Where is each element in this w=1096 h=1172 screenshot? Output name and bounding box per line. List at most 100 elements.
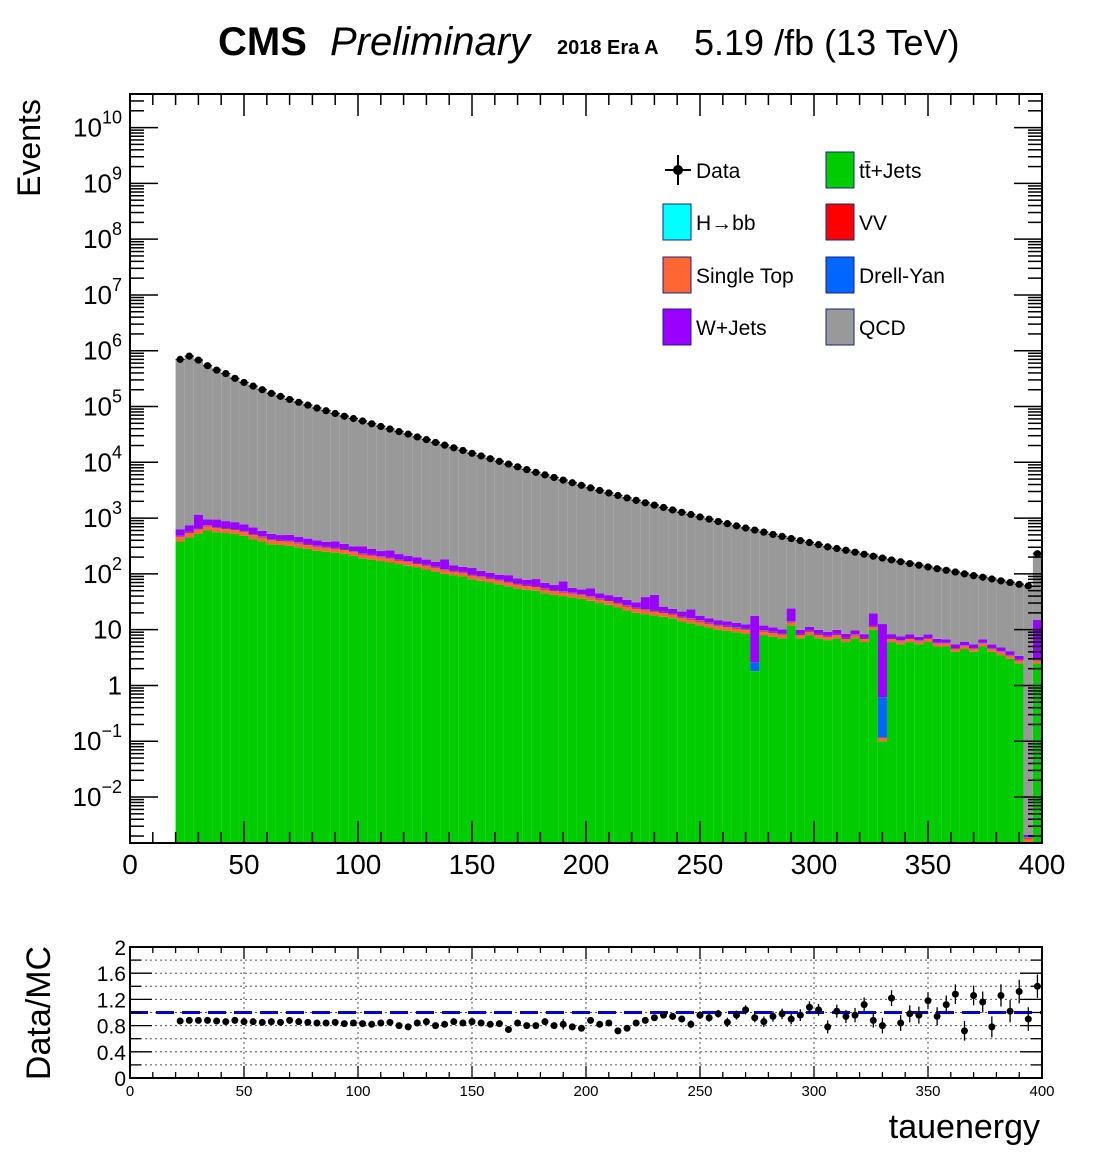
ratio-point (213, 1017, 221, 1025)
stack-bar (814, 633, 824, 635)
stack-bar (658, 613, 669, 617)
stack-bar (695, 615, 705, 621)
stack-bar (339, 415, 349, 544)
stack-bar (640, 614, 650, 843)
ratio-point (869, 1016, 877, 1024)
data-point (486, 455, 494, 463)
stack-bar (531, 471, 541, 580)
stack-bar (294, 536, 304, 543)
stack-bar (668, 509, 678, 609)
stack-bar (257, 530, 267, 537)
data-point (805, 538, 814, 547)
y-tick-label: 102 (83, 554, 122, 589)
stack-bar (312, 540, 322, 546)
data-point (614, 491, 622, 500)
main-panel: 0 50 100 150 200 250 300 350 4001010109108107106… (11, 93, 1065, 880)
x-tick-label: 250 (677, 849, 724, 880)
stack-bar (731, 627, 742, 629)
y-tick-exp: 2 (112, 554, 122, 574)
stack-bar (303, 548, 313, 843)
x-tick-label: 300 (801, 1083, 826, 1100)
stack-bar (266, 533, 276, 540)
stack-bar (668, 614, 678, 619)
stack-bar (503, 582, 514, 583)
stack-bar (649, 611, 659, 612)
stack-bar (832, 635, 842, 639)
data-point (669, 506, 677, 514)
stack-bar (595, 603, 605, 843)
stack-bar (266, 539, 276, 541)
stack-bar (348, 546, 358, 552)
stack-bar (275, 535, 286, 540)
stack-bar (193, 529, 203, 534)
data-point (696, 513, 704, 521)
stack-bar (503, 581, 514, 583)
ratio-point (805, 1003, 813, 1011)
data-point (304, 401, 312, 409)
data-points (175, 352, 1042, 590)
series-1 (175, 526, 1042, 843)
ratio-point (732, 1011, 740, 1019)
stack-bar (777, 629, 787, 634)
y-tick-base: 10 (83, 224, 112, 254)
stack-bar (202, 519, 213, 526)
x-tick-label: 100 (335, 849, 382, 880)
stack-bar (604, 600, 614, 602)
stack-bar (503, 582, 514, 587)
ratio-point (422, 1018, 430, 1026)
ratio-point (632, 1019, 640, 1027)
stack-bar (868, 553, 878, 614)
x-tick-label: 100 (345, 1083, 370, 1100)
data-point (915, 561, 923, 569)
stack-bar (941, 643, 951, 647)
stack-bar (440, 569, 450, 571)
stack-bar (841, 633, 851, 638)
stack-bar (768, 533, 778, 628)
data-point (514, 463, 522, 471)
ratio-point (313, 1019, 321, 1027)
stack-bar (731, 622, 742, 628)
y-tick-label: 1010 (73, 108, 122, 143)
stack-bar (877, 737, 887, 742)
stack-bar (385, 558, 395, 563)
stack-bar (777, 638, 787, 843)
stack-bar (312, 546, 322, 551)
y-tick-label: 109 (83, 163, 122, 198)
y-tick-label: 108 (83, 219, 122, 254)
y-tick-label: 106 (83, 331, 122, 366)
data-point (267, 389, 275, 397)
data-point (778, 532, 786, 540)
ratio-point (386, 1018, 394, 1026)
data-point (358, 417, 367, 425)
stack-bar (476, 576, 486, 578)
data-point (431, 438, 440, 447)
data-point (979, 573, 987, 581)
stack-bar (704, 627, 714, 843)
data-point (897, 558, 905, 566)
stack-bar (358, 558, 368, 843)
ratio-point (404, 1023, 412, 1031)
stack-bar (412, 567, 422, 843)
stack-bar (348, 551, 358, 553)
stack-bar (522, 589, 532, 843)
stack-bar (640, 609, 650, 610)
stack-bar (777, 634, 787, 639)
stack-bar (759, 630, 769, 632)
title-status: Preliminary (330, 20, 531, 64)
stack-bar (850, 638, 860, 843)
stack-bar (741, 624, 751, 629)
stack-bar (969, 651, 979, 843)
legend-label: Drell-Yan (859, 265, 945, 288)
stack-bar (795, 634, 805, 636)
data-point (814, 540, 823, 549)
stack-bar (658, 612, 669, 614)
stack-bar (430, 567, 441, 568)
stack-bar (567, 481, 577, 588)
stack-bar (741, 629, 751, 630)
stack-bar (658, 606, 669, 612)
stack-bar (868, 625, 878, 627)
data-point (331, 409, 339, 418)
ratio-point (769, 1012, 777, 1020)
stack-bar (458, 449, 468, 567)
y-tick-label: 1.2 (97, 989, 126, 1012)
